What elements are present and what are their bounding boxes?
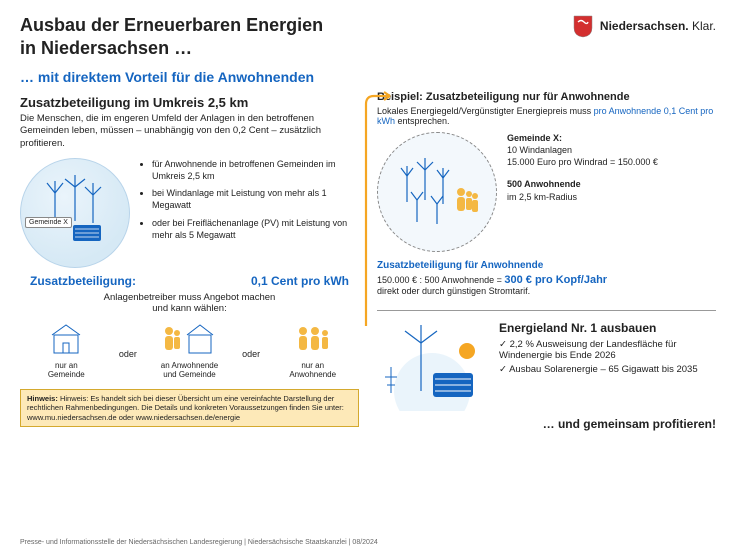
bullet: bei Windanlage mit Leistung von mehr als… — [152, 187, 359, 211]
profit-line: … und gemeinsam profitieren! — [377, 417, 716, 431]
oder: oder — [242, 349, 260, 379]
circle-label: Gemeinde X — [25, 217, 72, 228]
left-bullets: für Anwohnende in betroffenen Gemeinden … — [140, 158, 359, 246]
separator — [377, 310, 716, 311]
opt1-label: nur an Gemeinde — [26, 361, 106, 379]
people-icon — [293, 321, 333, 357]
oder: oder — [119, 349, 137, 379]
check-item: 2,2 % Ausweisung der Landesfläche für Wi… — [499, 339, 716, 361]
d4: im 2,5 km-Radius — [507, 191, 658, 203]
z-label: Zusatzbeteiligung: — [30, 274, 136, 288]
check-item: Ausbau Solarenergie – 65 Gigawatt bis 20… — [499, 364, 716, 375]
hint-text: Hinweis: Es handelt sich bei dieser Über… — [27, 394, 344, 422]
z-value: 0,1 Cent pro kWh — [251, 274, 349, 288]
brand-block: Niedersachsen. Klar. — [572, 14, 716, 38]
bullet: für Anwohnende in betroffenen Gemeinden … — [152, 158, 359, 182]
calc-b: 300 € pro Kopf/Jahr — [504, 274, 607, 286]
example-circle — [377, 132, 497, 252]
coat-of-arms-icon — [572, 14, 594, 38]
hint-box: Hinweis: Hinweis: Es handelt sich bei di… — [20, 389, 359, 427]
gx: Gemeinde X: — [507, 133, 562, 143]
calc-c: direkt oder durch günstigen Stromtarif. — [377, 286, 530, 296]
brand-bold: Niedersachsen. — [600, 19, 689, 33]
building-icon — [48, 321, 84, 357]
subtitle: … mit direktem Vorteil für die Anwohnend… — [20, 69, 716, 85]
opt2-label: an Anwohnende und Gemeinde — [150, 361, 230, 379]
sub-a: Lokales Energiegeld/Vergünstigter Energi… — [377, 106, 591, 116]
right-title: Beispiel: Zusatzbeteiligung nur für Anwo… — [377, 91, 716, 103]
must-text: Anlagenbetreiber muss Angebot machen und… — [20, 292, 359, 314]
d2: 15.000 Euro pro Windrad = 150.000 € — [507, 156, 658, 168]
opt3-label: nur an Anwohnende — [273, 361, 353, 379]
title-line-1: Ausbau der Erneuerbaren Energien — [20, 14, 323, 37]
d3: 500 Anwohnende — [507, 179, 581, 189]
footer: Presse- und Informationsstelle der Niede… — [20, 539, 378, 546]
people-building-icon — [161, 321, 219, 357]
gemeinde-circle: Gemeinde X — [20, 158, 130, 268]
energy-illustration — [377, 321, 487, 411]
title-line-2: in Niedersachsen … — [20, 37, 323, 60]
d1: 10 Windanlagen — [507, 144, 658, 156]
calc-heading: Zusatzbeteiligung für Anwohnende — [377, 260, 716, 271]
bottom-heading: Energieland Nr. 1 ausbauen — [499, 321, 716, 335]
left-heading: Zusatzbeteiligung im Umkreis 2,5 km — [20, 95, 359, 110]
bullet: oder bei Freiflächenanlage (PV) mit Leis… — [152, 217, 359, 241]
right-sub: Lokales Energiegeld/Vergünstigter Energi… — [377, 106, 716, 126]
brand-light: Klar. — [689, 19, 716, 33]
sub-c: entsprechen. — [395, 116, 450, 126]
left-intro: Die Menschen, die im engeren Umfeld der … — [20, 113, 359, 150]
